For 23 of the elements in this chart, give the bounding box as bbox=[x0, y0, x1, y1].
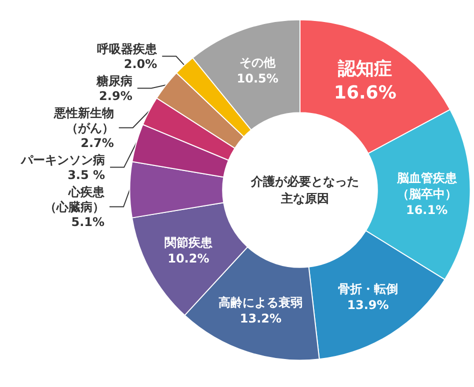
slice-label: 認知症 bbox=[337, 58, 392, 80]
data-label: 16.6% bbox=[334, 82, 396, 104]
slice-label: その他 bbox=[240, 55, 277, 70]
data-label: 13.9% bbox=[347, 298, 389, 312]
slice-label: 骨折・転倒 bbox=[338, 282, 398, 296]
text: 介護が必要となった主な原因 bbox=[250, 174, 359, 206]
data-label: 10.5% bbox=[236, 71, 278, 86]
data-label: 16.1% bbox=[406, 202, 448, 217]
data-label: 3.5 % bbox=[68, 168, 106, 182]
data-label: 5.1% bbox=[71, 214, 104, 229]
slice-label: 心疾患（心臓病） bbox=[44, 184, 106, 214]
slice-label: 脳血管疾患（脳卒中） bbox=[396, 170, 458, 201]
data-label: 13.2% bbox=[240, 312, 282, 326]
slice-label: 呼吸器疾患 bbox=[97, 42, 158, 56]
slice-label: 関節疾患 bbox=[164, 235, 214, 250]
slice-label: パーキンソン病 bbox=[20, 152, 106, 167]
slice-label: 糖尿病 bbox=[95, 74, 132, 88]
data-label: 2.0% bbox=[124, 56, 158, 71]
data-label: 2.7% bbox=[80, 136, 114, 150]
slice-label: 高齢による衰弱 bbox=[218, 296, 303, 310]
data-label: 2.9% bbox=[99, 88, 132, 103]
data-label: 10.2% bbox=[168, 251, 210, 266]
slice-label: 悪性新生物（がん） bbox=[52, 106, 114, 135]
